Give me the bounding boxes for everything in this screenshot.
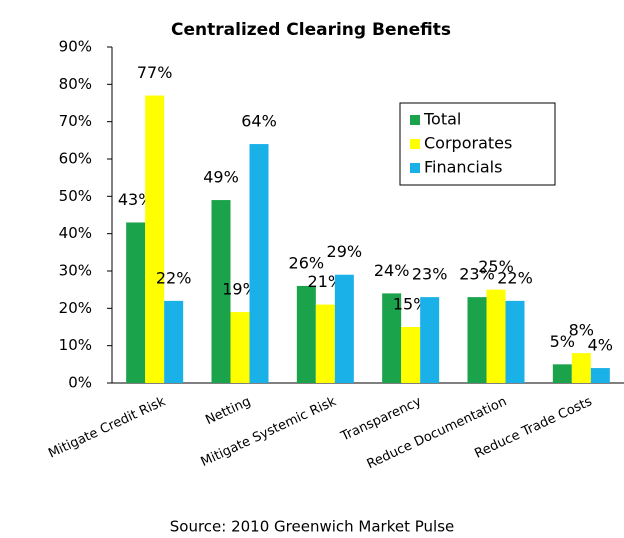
bar: [334, 274, 354, 383]
legend-swatch: [410, 139, 420, 149]
bar: [467, 297, 487, 383]
data-label: 23%: [459, 265, 495, 284]
x-tick-label: Netting: [203, 394, 253, 428]
y-tick-label: 10%: [59, 336, 92, 354]
bar: [382, 293, 402, 383]
bar: [126, 222, 146, 383]
bar: [590, 368, 610, 383]
legend-box: [399, 102, 556, 186]
bar: [230, 312, 250, 383]
bar: [249, 144, 269, 383]
legend-label: Financials: [424, 158, 502, 177]
source-note: Source: 2010 Greenwich Market Pulse: [170, 518, 455, 536]
y-tick-label: 90%: [59, 38, 92, 56]
data-label: 49%: [203, 168, 239, 187]
data-label: 8%: [569, 321, 594, 340]
y-tick-label: 50%: [59, 187, 92, 205]
bar: [552, 364, 572, 383]
bar: [164, 300, 184, 383]
data-label: 43%: [118, 190, 154, 209]
x-tick-label: Mitigate Credit Risk: [46, 394, 168, 462]
bar: [486, 289, 506, 383]
data-label: 21%: [308, 272, 344, 291]
data-label: 24%: [374, 261, 410, 280]
bar: [315, 304, 335, 383]
bar: [571, 353, 591, 383]
y-tick-label: 80%: [59, 75, 92, 93]
legend-label: Corporates: [424, 134, 512, 153]
y-tick-label: 30%: [59, 262, 92, 280]
bar: [401, 327, 421, 383]
data-label: 5%: [550, 332, 575, 351]
y-tick-label: 0%: [68, 374, 92, 392]
bar: [505, 300, 525, 383]
data-label: 22%: [156, 268, 192, 287]
data-label: 29%: [327, 242, 363, 261]
legend-swatch: [410, 163, 420, 173]
data-label: 23%: [412, 265, 448, 284]
x-tick-label: Mitigate Systemic Risk: [199, 394, 339, 470]
bar: [145, 95, 165, 384]
legend-label: Total: [423, 110, 461, 129]
y-tick-label: 20%: [59, 299, 92, 317]
bar: [296, 285, 316, 383]
bar: [420, 297, 440, 383]
bar: [211, 200, 231, 383]
legend-swatch: [410, 115, 420, 125]
data-label: 15%: [393, 295, 429, 314]
data-label: 64%: [241, 112, 277, 131]
y-tick-label: 40%: [59, 224, 92, 242]
data-label: 4%: [588, 336, 613, 355]
data-label: 77%: [137, 63, 173, 82]
y-tick-label: 60%: [59, 150, 92, 168]
data-label: 22%: [497, 268, 533, 287]
x-tick-label: Reduce Documentation: [365, 394, 509, 472]
data-label: 26%: [289, 253, 325, 272]
data-label: 25%: [478, 257, 514, 276]
data-label: 19%: [222, 280, 258, 299]
y-tick-label: 70%: [59, 112, 92, 130]
chart-title: Centralized Clearing Benefits: [171, 20, 451, 40]
